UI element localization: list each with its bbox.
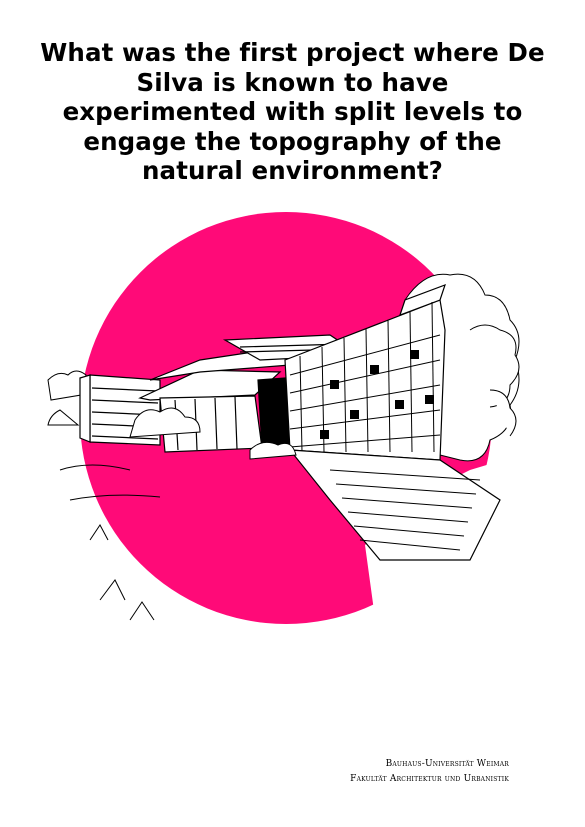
stone-pattern xyxy=(329,469,481,551)
shrubs xyxy=(129,407,297,460)
faculty-name: Fakultät Architektur und Urbanistik xyxy=(350,774,509,784)
question-heading: What was the first project where De Silv… xyxy=(40,38,545,185)
middle-wing xyxy=(159,377,293,453)
institution-footer: Bauhaus-Universität Weimar Fakultät Arch… xyxy=(350,757,509,787)
foliage-left xyxy=(47,370,87,426)
university-name: Bauhaus-Universität Weimar xyxy=(385,759,509,769)
facade-windows xyxy=(320,350,434,439)
grid-facade xyxy=(284,283,446,461)
grass-lines xyxy=(59,464,161,621)
